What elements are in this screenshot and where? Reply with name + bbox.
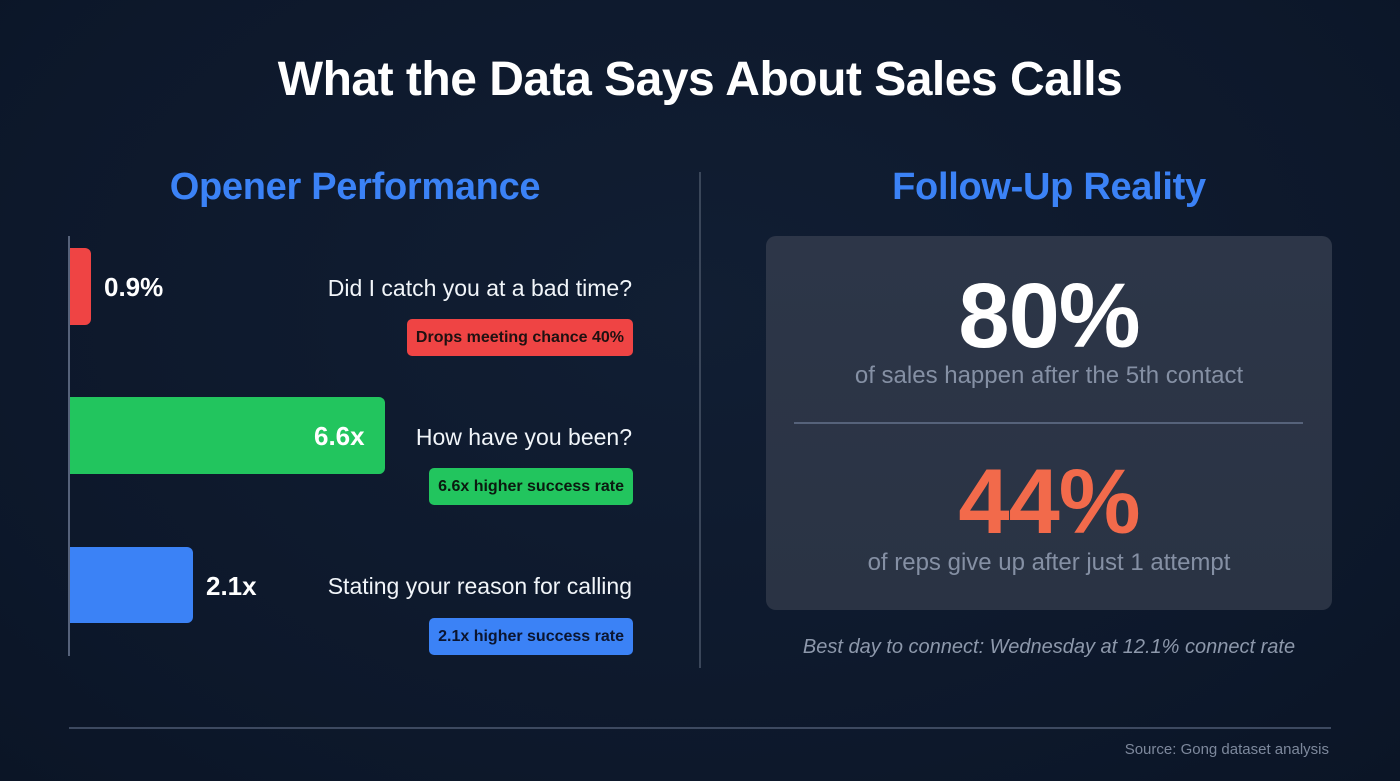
- footer-divider: [69, 727, 1331, 729]
- stat-description: of sales happen after the 5th contact: [854, 362, 1244, 389]
- vertical-divider: [699, 172, 701, 668]
- opener-performance-heading: Opener Performance: [169, 166, 541, 208]
- follow-up-stat-card: 80% of sales happen after the 5th contac…: [766, 236, 1332, 610]
- opener-badge: Drops meeting chance 40%: [406, 319, 633, 356]
- follow-up-reality-heading: Follow-Up Reality: [892, 166, 1206, 208]
- page-title: What the Data Says About Sales Calls: [277, 53, 1123, 106]
- stat-value-44: 44%: [958, 451, 1140, 553]
- opener-badge: 6.6x higher success rate: [429, 468, 633, 505]
- opener-label: Stating your reason for calling: [327, 573, 632, 599]
- stat-value-80: 80%: [958, 265, 1140, 367]
- opener-label: How have you been?: [415, 424, 632, 450]
- bar-bad-time: [70, 248, 91, 325]
- best-day-footnote: Best day to connect: Wednesday at 12.1% …: [802, 636, 1296, 658]
- bar-reason-for-calling: [70, 547, 193, 623]
- source-note: Source: Gong dataset analysis: [1124, 741, 1329, 758]
- opener-label: Did I catch you at a bad time?: [327, 275, 632, 301]
- stat-description: of reps give up after just 1 attempt: [867, 549, 1231, 576]
- bar-value: 6.6x: [314, 421, 365, 451]
- opener-badge: 2.1x higher success rate: [429, 618, 633, 655]
- bar-value: 0.9%: [104, 272, 164, 302]
- chart-axis: [68, 236, 70, 656]
- bar-how-have-you-been: [70, 397, 385, 474]
- card-divider: [794, 422, 1303, 424]
- bar-value: 2.1x: [206, 571, 257, 601]
